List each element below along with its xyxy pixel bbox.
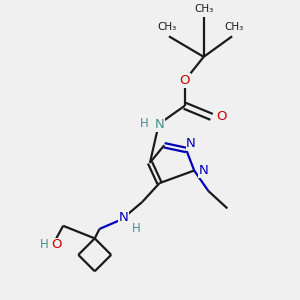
- Text: CH₃: CH₃: [158, 22, 177, 32]
- Text: CH₃: CH₃: [194, 4, 213, 14]
- Text: N: N: [186, 137, 196, 150]
- Text: H: H: [131, 222, 140, 235]
- Text: O: O: [52, 238, 62, 251]
- Text: N: N: [199, 164, 208, 177]
- Text: O: O: [216, 110, 227, 123]
- Text: N: N: [118, 212, 128, 224]
- Text: H: H: [40, 238, 49, 251]
- Text: CH₃: CH₃: [224, 22, 243, 32]
- Text: N: N: [154, 118, 164, 131]
- Text: O: O: [179, 74, 190, 87]
- Text: H: H: [140, 117, 149, 130]
